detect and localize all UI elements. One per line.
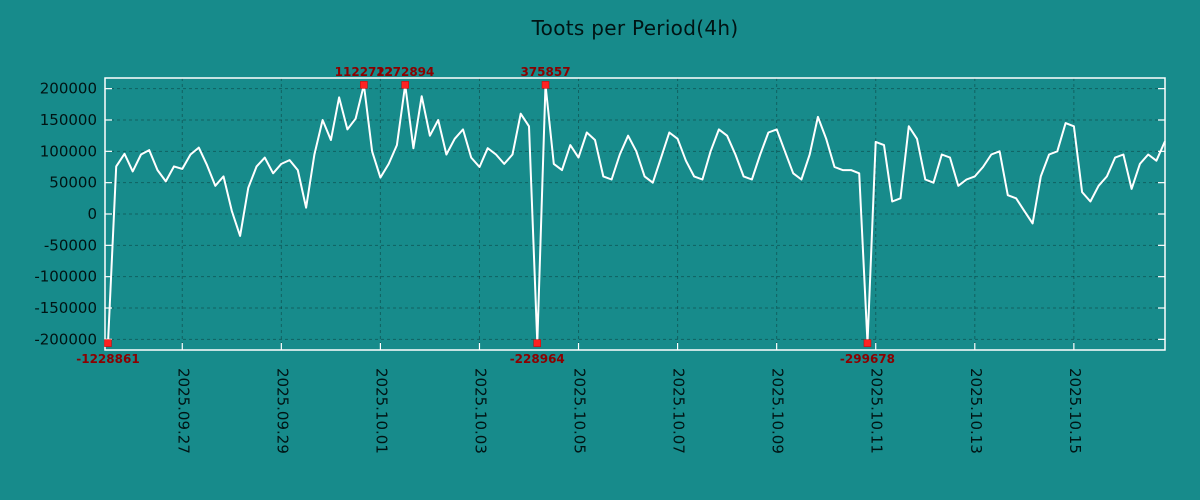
x-tick-label: 2025.10.11 bbox=[868, 368, 886, 454]
outlier-marker bbox=[533, 339, 542, 347]
y-tick-label: 50000 bbox=[49, 174, 97, 192]
outlier-label: 375857 bbox=[520, 65, 570, 79]
x-tick-label: 2025.10.05 bbox=[571, 368, 589, 454]
outlier-label: -228964 bbox=[510, 352, 565, 366]
x-tick-label: 2025.10.07 bbox=[670, 368, 688, 454]
outlier-marker bbox=[360, 81, 368, 89]
chart-title: Toots per Period(4h) bbox=[531, 16, 739, 40]
outlier-marker bbox=[863, 339, 872, 347]
y-tick-label: 150000 bbox=[40, 111, 97, 129]
y-tick-label: 100000 bbox=[40, 142, 97, 160]
x-tick-label: 2025.10.15 bbox=[1066, 368, 1084, 454]
outlier-label: -299678 bbox=[840, 352, 895, 366]
y-tick-label: -50000 bbox=[44, 236, 97, 254]
x-tick-label: 2025.10.13 bbox=[967, 368, 985, 454]
x-tick-label: 2025.09.29 bbox=[273, 368, 291, 454]
outlier-marker bbox=[401, 81, 409, 89]
x-tick-label: 2025.10.01 bbox=[372, 368, 390, 454]
x-tick-label: 2025.09.27 bbox=[174, 368, 192, 454]
y-tick-label: -100000 bbox=[34, 268, 97, 286]
x-tick-label: 2025.10.09 bbox=[769, 368, 787, 454]
outlier-label: -1228861 bbox=[76, 352, 139, 366]
outlier-label: 1122722 bbox=[335, 65, 393, 79]
x-tick-label: 2025.10.03 bbox=[471, 368, 489, 454]
series-line bbox=[107, 83, 1166, 345]
y-tick-label: -150000 bbox=[34, 299, 97, 317]
y-tick-label: 0 bbox=[87, 205, 97, 223]
outlier-marker bbox=[541, 81, 550, 89]
y-tick-label: -200000 bbox=[34, 330, 97, 348]
outlier-label: 1272894 bbox=[376, 65, 434, 79]
outlier-marker bbox=[104, 339, 112, 347]
y-tick-label: 200000 bbox=[40, 80, 97, 98]
